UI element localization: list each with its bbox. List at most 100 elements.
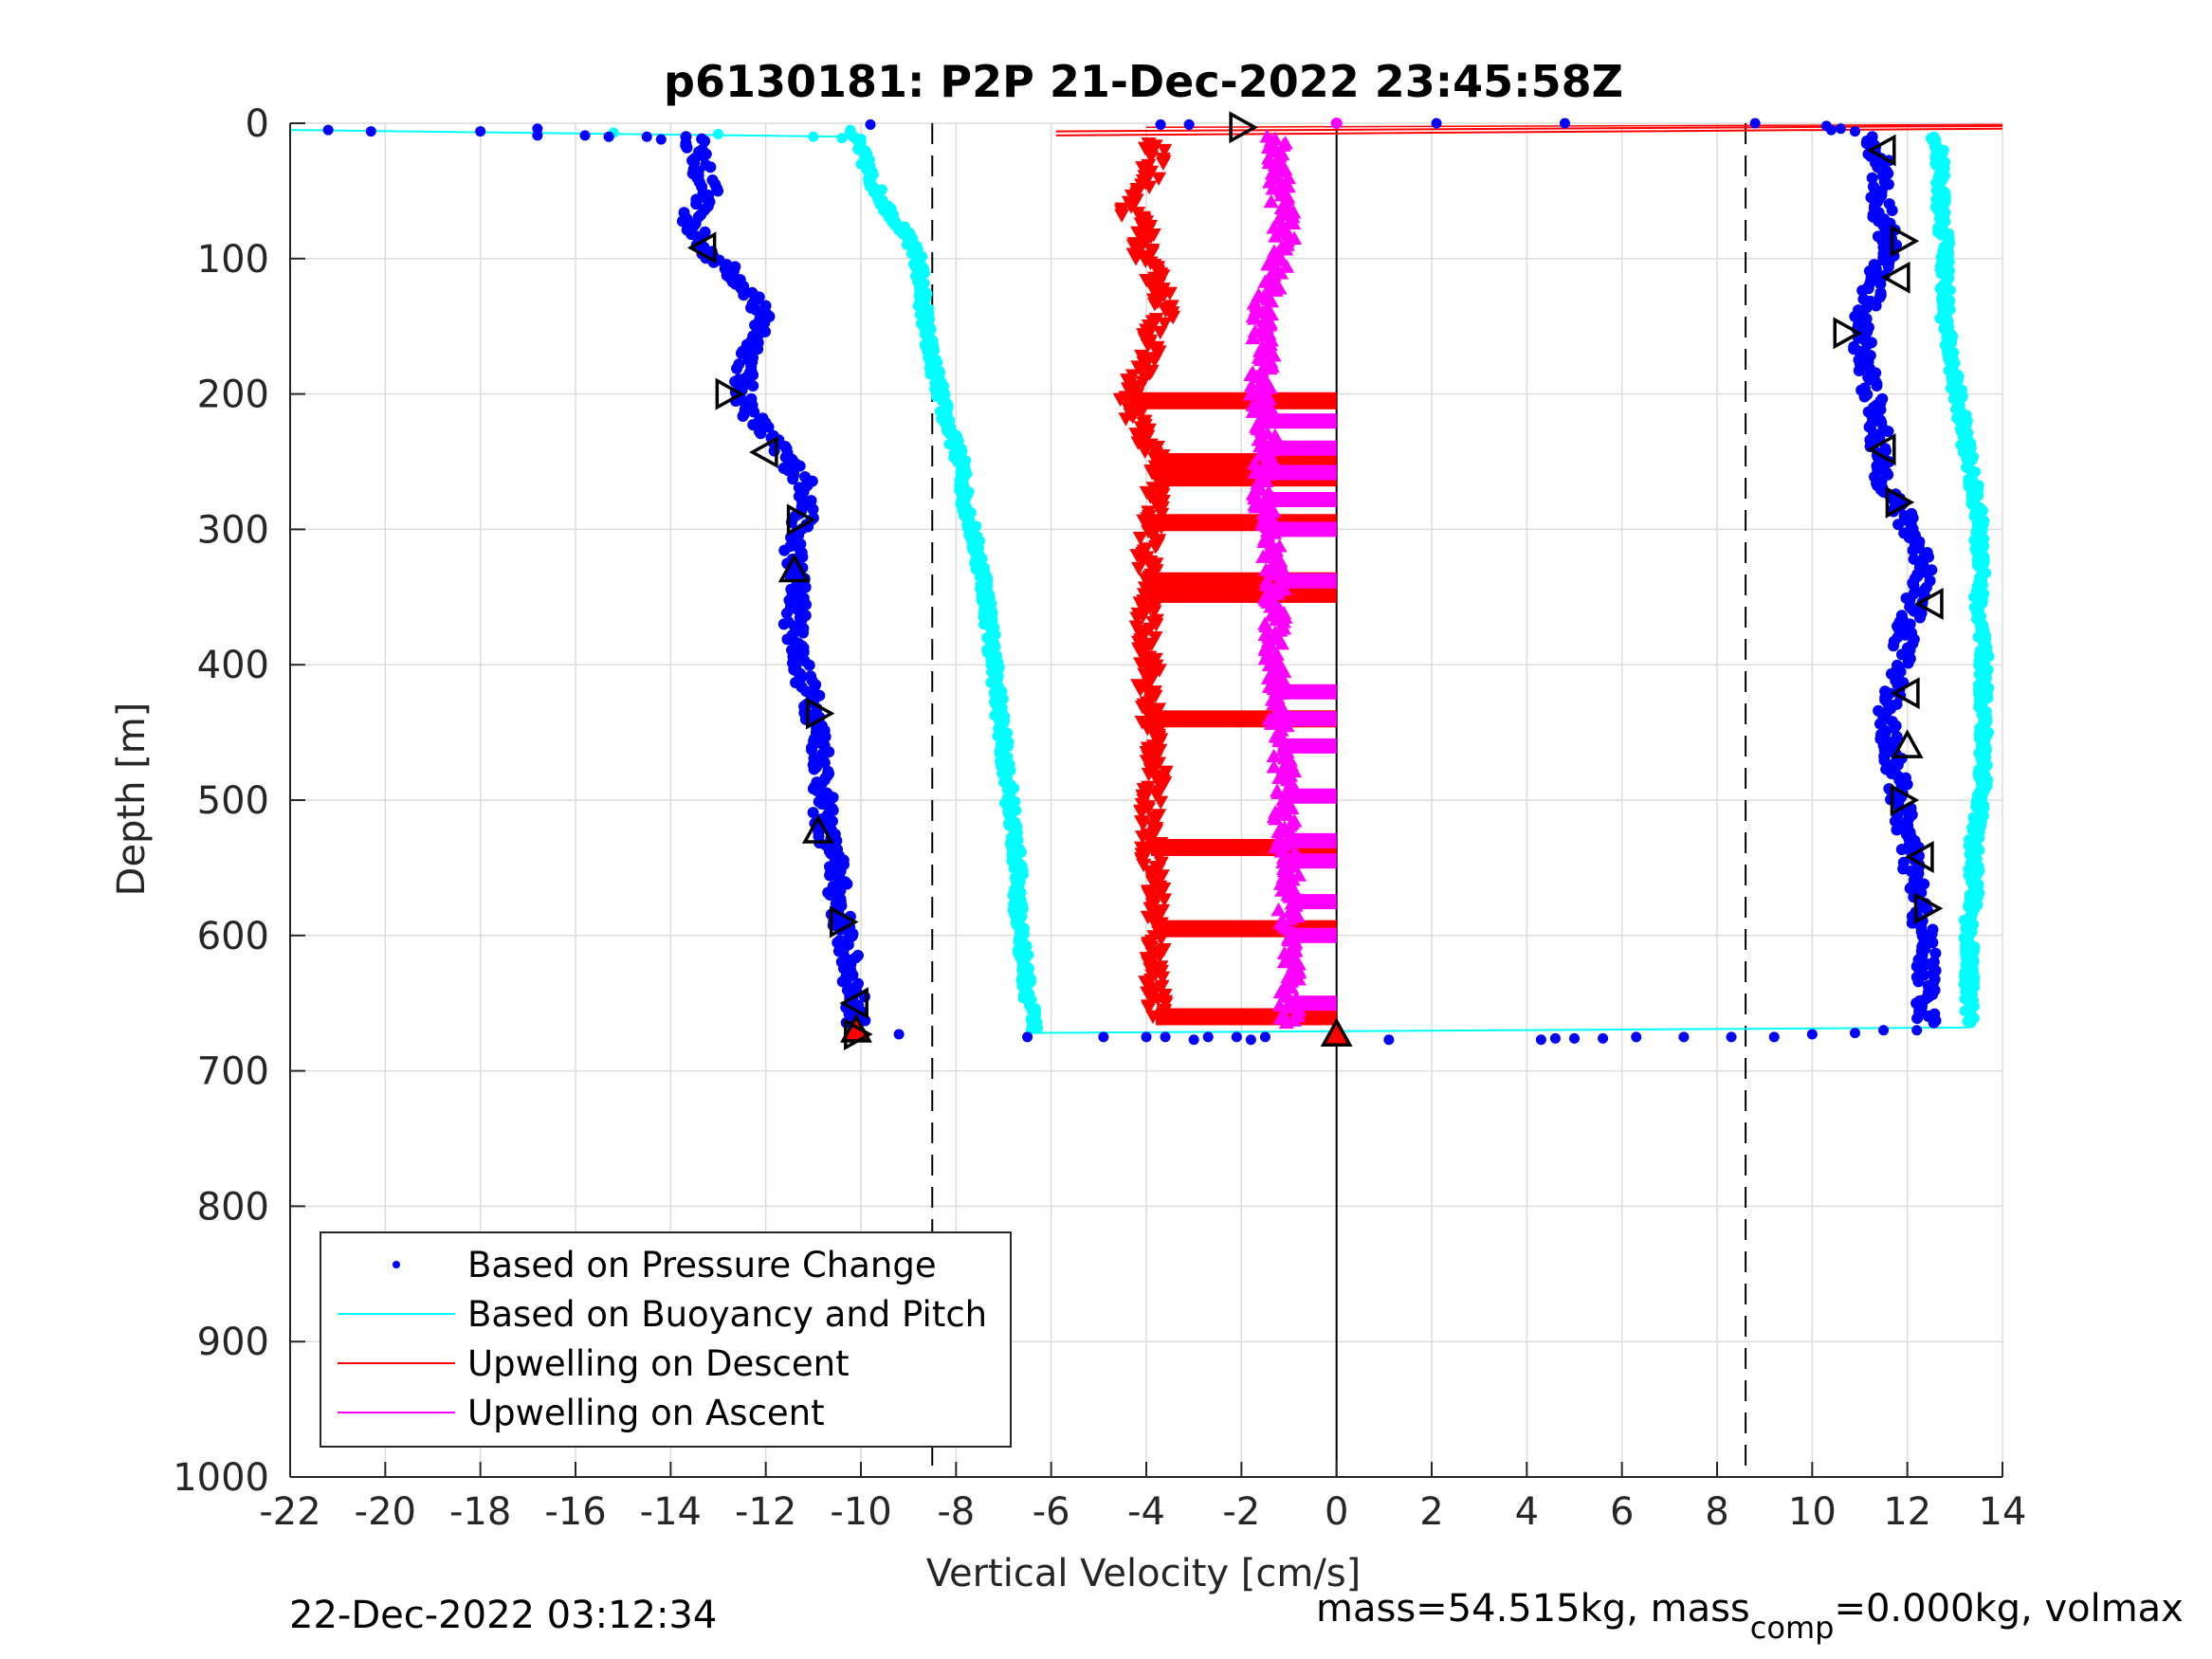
upwelling-ascent-point	[1278, 1014, 1294, 1030]
upwelling-descent-point	[1144, 246, 1161, 260]
upwelling-descent-point	[1143, 150, 1160, 165]
upwelling-ascent-point	[1286, 215, 1302, 230]
upwelling-ascent-point	[1268, 283, 1284, 297]
pressure-ascent-point	[1929, 947, 1942, 959]
legend-label: Upwelling on Ascent	[467, 1393, 825, 1433]
pressure-ascent-point	[1927, 937, 1939, 949]
bottom-pressure-point	[1098, 1031, 1109, 1043]
upwelling-ascent-point	[1273, 635, 1289, 650]
y-tick-label: 0	[246, 102, 269, 146]
pressure-ascent-point	[1892, 519, 1905, 531]
pressure-ascent-point	[1861, 338, 1874, 351]
upwelling-ascent-point	[1247, 311, 1263, 325]
x-tick-label: 8	[1705, 1490, 1728, 1534]
upwelling-descent-point	[1152, 325, 1168, 340]
chart-title: p6130181: P2P 21-Dec-2022 23:45:58Z	[664, 56, 1623, 107]
pressure-ascent-point	[1874, 291, 1886, 303]
pressure-descent-point	[748, 406, 760, 418]
x-tick-label: -4	[1127, 1490, 1165, 1534]
surface-descent-line	[1145, 123, 2003, 129]
legend-swatch-dot	[393, 1261, 400, 1268]
x-tick-label: -2	[1222, 1490, 1260, 1534]
upwelling-ascent-point	[1271, 770, 1288, 784]
pressure-descent-point	[752, 343, 764, 356]
triangle-marker	[1881, 261, 1910, 294]
x-tick-label: 0	[1325, 1490, 1348, 1534]
footer-timestamp: 22-Dec-2022 03:12:34	[289, 1594, 717, 1637]
x-tick-label: -20	[355, 1490, 416, 1534]
upwelling-ascent-point	[1245, 404, 1261, 418]
pressure-descent-point	[826, 815, 838, 828]
upwelling-descent-point	[1138, 573, 1154, 587]
upwelling-descent-point	[1128, 428, 1144, 442]
pressure-ascent-point	[1886, 204, 1898, 216]
footer-mass-info: mass=54.515kg, masscomp=0.000kg, volmax	[1316, 1587, 2184, 1646]
upwelling-descent-point	[1132, 531, 1148, 546]
x-axis-label: Vertical Velocity [cm/s]	[926, 1552, 1362, 1595]
upwelling-ascent-point	[1248, 499, 1264, 514]
surface-pressure-point	[1155, 118, 1166, 130]
bottom-pressure-point	[1678, 1031, 1690, 1043]
x-tick-label: -16	[544, 1490, 606, 1534]
upwelling-ascent-point	[1266, 759, 1282, 774]
legend-label: Based on Pressure Change	[467, 1245, 937, 1285]
upwelling-descent-point	[1157, 1008, 1173, 1022]
upwelling-descent-point	[1155, 971, 1171, 986]
pressure-descent-point	[780, 607, 793, 619]
surface-pressure-point	[655, 134, 667, 145]
pressure-descent-point	[777, 618, 790, 630]
surface-pressure-point	[365, 126, 376, 137]
upwelling-descent-point	[1151, 172, 1167, 186]
triangle-marker	[829, 905, 859, 939]
upwelling-ascent-band	[1265, 440, 1337, 456]
upwelling-descent-point	[1141, 1001, 1157, 1016]
upwelling-ascent-band	[1263, 465, 1337, 481]
surface-pressure-point	[579, 130, 591, 141]
bottom-pressure-point	[1768, 1031, 1780, 1043]
y-tick-label: 1000	[173, 1456, 269, 1500]
triangle-marker	[1890, 784, 1920, 816]
x-tick-label: 12	[1883, 1490, 1931, 1534]
pressure-descent-point	[768, 445, 780, 457]
upwelling-ascent-point	[1254, 375, 1271, 391]
pressure-descent-point	[796, 627, 809, 639]
buoyancy-ascent-point	[1965, 1017, 1977, 1029]
upwelling-ascent-point	[1265, 454, 1281, 468]
pressure-ascent-point	[1882, 261, 1894, 273]
upwelling-descent-point	[1118, 412, 1134, 427]
upwelling-ascent-point	[1275, 854, 1291, 869]
x-tick-label: -8	[937, 1490, 975, 1534]
bottom-pressure-point	[1806, 1029, 1818, 1040]
pressure-descent-point	[806, 743, 818, 756]
triangle-marker	[1885, 485, 1915, 519]
bottom-pressure-point	[1631, 1031, 1642, 1043]
upwelling-descent-point	[1157, 317, 1173, 332]
pressure-ascent-point	[1853, 365, 1865, 377]
upwelling-descent-point	[1134, 807, 1150, 821]
pressure-descent-point	[827, 792, 839, 804]
surface-pressure-point	[1749, 118, 1761, 129]
upwelling-descent-band	[1149, 585, 1337, 603]
triangle-marker	[839, 987, 868, 1020]
triangle-marker	[844, 1018, 873, 1051]
upwelling-descent-point	[1112, 392, 1128, 408]
upwelling-descent-point	[1146, 354, 1162, 368]
surface-pressure-point	[532, 130, 543, 141]
triangle-marker	[715, 377, 745, 410]
bottom-pressure-point	[1535, 1034, 1546, 1046]
bottom-pressure-point	[1022, 1031, 1033, 1043]
upwelling-ascent-point	[1263, 193, 1279, 209]
upwelling-ascent-point	[1276, 945, 1292, 960]
upwelling-descent-point	[1130, 226, 1146, 241]
x-tick-label: 2	[1419, 1490, 1443, 1534]
upwelling-ascent-point	[1258, 618, 1274, 633]
upwelling-descent-point	[1153, 795, 1169, 810]
pressure-ascent-point	[1912, 975, 1925, 988]
upwelling-ascent-point	[1268, 811, 1284, 826]
pressure-descent-point	[699, 135, 711, 147]
pressure-ascent-point	[1856, 284, 1869, 297]
upwelling-ascent-point	[1276, 954, 1292, 969]
legend-box	[320, 1231, 1012, 1448]
upwelling-descent-point	[1146, 298, 1162, 312]
